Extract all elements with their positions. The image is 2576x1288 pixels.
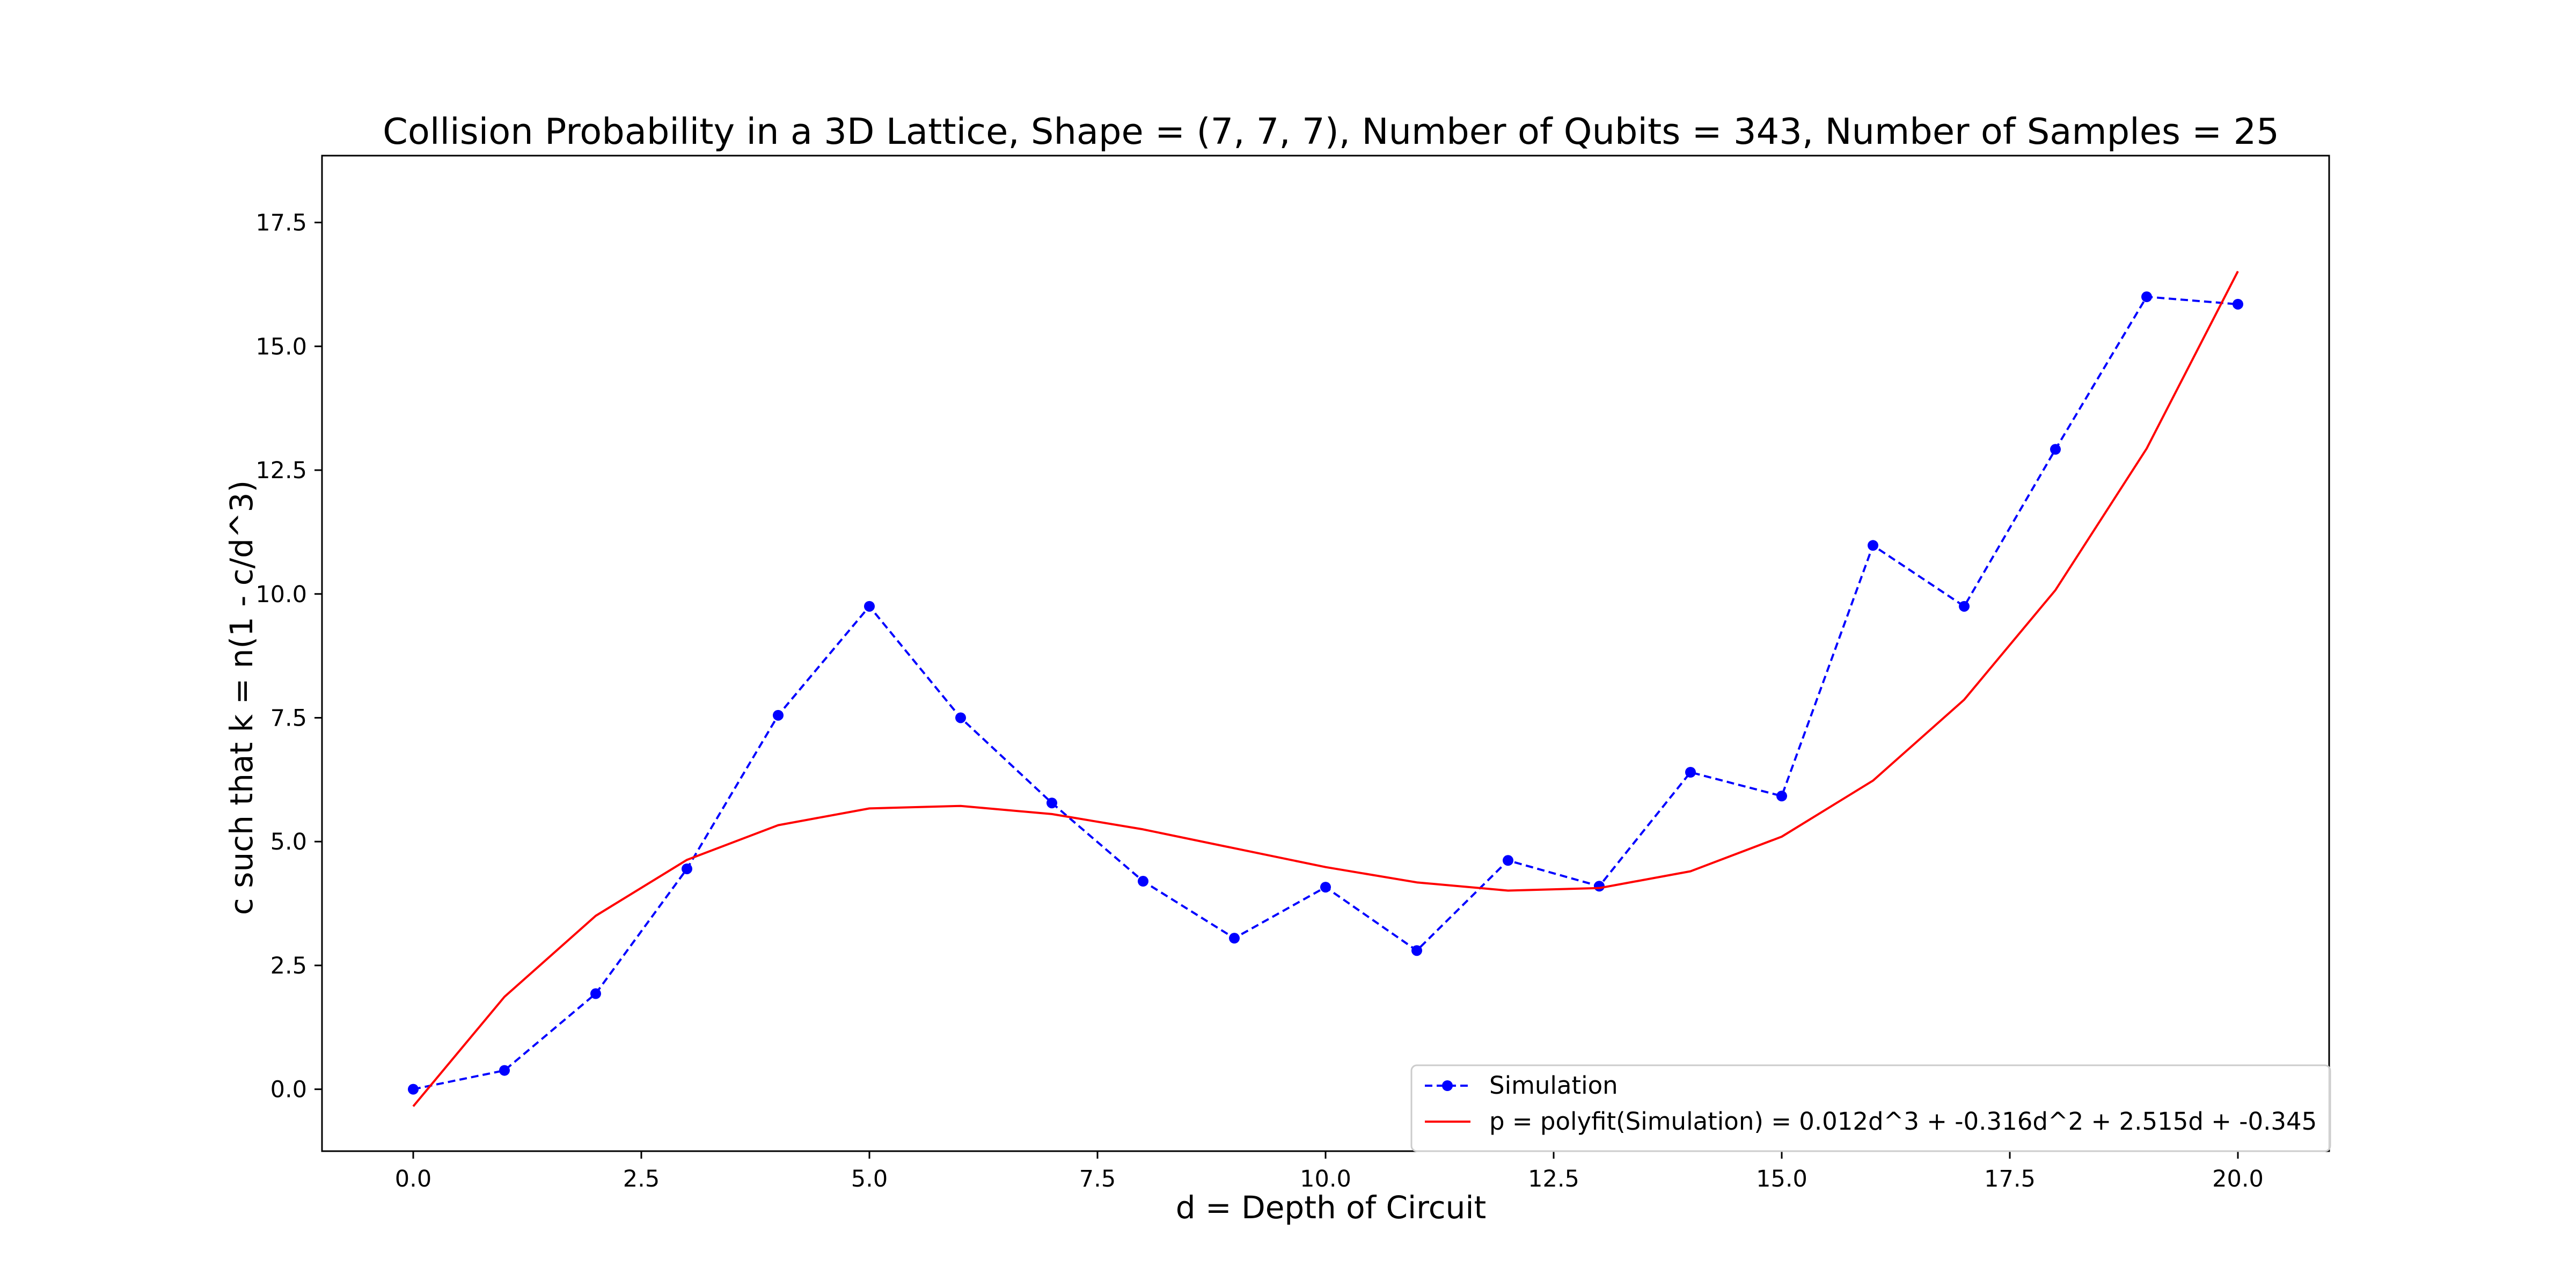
simulation-point — [2050, 444, 2061, 455]
legend: Simulation p = polyfit(Simulation) = 0.0… — [1410, 1064, 2331, 1152]
x-tick-label: 12.5 — [1528, 1166, 1579, 1192]
simulation-point — [1685, 766, 1696, 778]
simulation-point — [1229, 933, 1240, 944]
simulation-point — [864, 601, 875, 612]
legend-box — [1410, 1064, 2331, 1152]
legend-label-polyfit: p = polyfit(Simulation) = 0.012d^3 + -0.… — [1489, 1107, 2317, 1136]
chart-title: Collision Probability in a 3D Lattice, S… — [383, 111, 2279, 152]
simulation-point — [955, 712, 966, 723]
simulation-point — [2141, 291, 2152, 303]
series-line-polyfit — [412, 270, 2239, 1107]
y-tick-label: 0.0 — [270, 1077, 307, 1103]
x-tick-label: 10.0 — [1300, 1166, 1351, 1192]
x-tick-label: 7.5 — [1079, 1166, 1116, 1192]
simulation-point — [2233, 298, 2243, 310]
x-tick-label: 0.0 — [395, 1166, 431, 1192]
simulation-point — [1594, 881, 1605, 892]
y-tick-label: 15.0 — [255, 333, 307, 360]
simulation-point — [1411, 945, 1422, 956]
y-tick-label: 5.0 — [270, 829, 307, 855]
y-tick-label: 12.5 — [255, 457, 307, 484]
y-tick-label: 10.0 — [255, 581, 307, 608]
y-axis: 0.0 2.5 5.0 7.5 10.0 12.5 15.0 17.5 — [255, 210, 322, 1103]
simulation-point — [499, 1065, 510, 1076]
series-layer — [408, 270, 2243, 1107]
simulation-point — [408, 1084, 419, 1095]
series-line-simulation — [413, 296, 2238, 1091]
simulation-point — [682, 863, 692, 874]
x-tick-label: 20.0 — [2212, 1166, 2264, 1192]
x-tick-label: 15.0 — [1756, 1166, 1807, 1192]
x-tick-label: 2.5 — [623, 1166, 660, 1192]
simulation-point — [1320, 882, 1331, 893]
simulation-point — [1868, 540, 1878, 551]
x-tick-label: 5.0 — [851, 1166, 888, 1192]
plot-frame — [321, 155, 2330, 1152]
y-tick-label: 17.5 — [255, 210, 307, 237]
simulation-point — [1959, 601, 1970, 612]
simulation-point — [1776, 791, 1787, 802]
simulation-point — [590, 988, 601, 999]
legend-marker-simulation — [1442, 1080, 1453, 1091]
simulation-point — [1503, 855, 1513, 866]
x-axis-label: d = Depth of Circuit — [1176, 1189, 1486, 1226]
x-axis: 0.0 2.5 5.0 7.5 10.0 12.5 15.0 17.5 20.0 — [395, 1151, 2264, 1192]
legend-label-simulation: Simulation — [1489, 1071, 1618, 1100]
y-tick-label: 2.5 — [270, 953, 307, 979]
y-axis-label: c such that k = n(1 - c/d^3) — [223, 480, 260, 915]
simulation-point — [773, 709, 784, 721]
x-tick-label: 17.5 — [1984, 1166, 2036, 1192]
simulation-point — [1046, 797, 1057, 809]
y-tick-label: 7.5 — [270, 705, 307, 731]
simulation-point — [1138, 876, 1148, 887]
